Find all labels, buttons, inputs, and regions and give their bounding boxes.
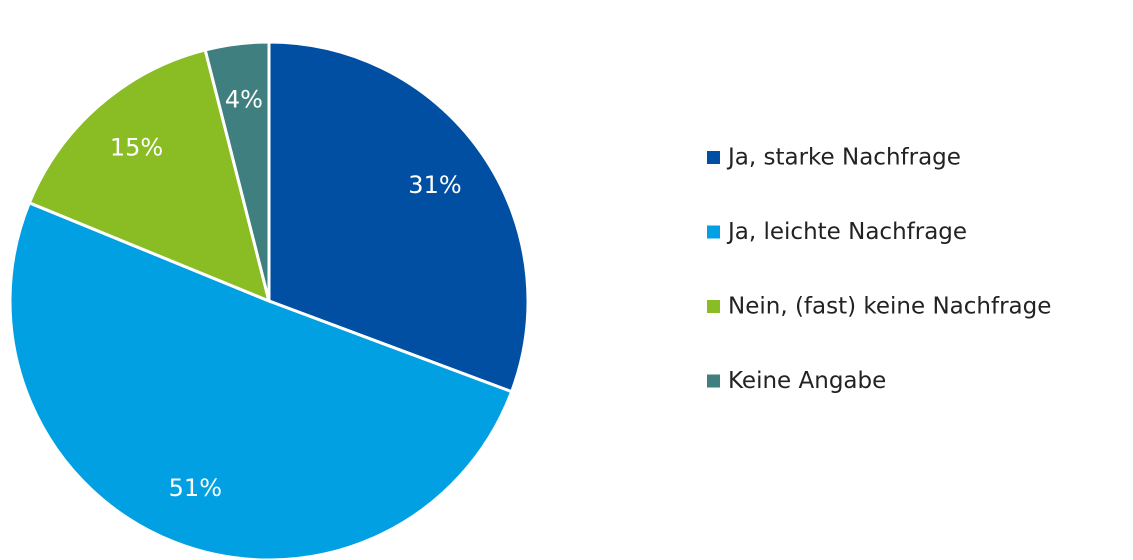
- data-label: 51%: [169, 474, 222, 502]
- pie-slice: [203, 40, 271, 302]
- pie-slice: [267, 40, 530, 394]
- legend-swatch: [707, 374, 720, 388]
- pie-slice: [8, 200, 514, 560]
- legend-label: Ja, leichte Nachfrage: [726, 219, 967, 245]
- data-label: 4%: [225, 86, 263, 114]
- data-label: 31%: [408, 171, 461, 199]
- legend-swatch: [707, 225, 720, 239]
- legend-label: Nein, (fast) keine Nachfrage: [728, 294, 1051, 320]
- legend-swatch: [707, 151, 720, 164]
- data-label: 15%: [110, 134, 163, 162]
- legend-label: Ja, starke Nachfrage: [726, 145, 961, 171]
- legend-swatch: [707, 300, 720, 313]
- legend-label: Keine Angabe: [728, 368, 886, 394]
- pie-slice: [27, 48, 272, 304]
